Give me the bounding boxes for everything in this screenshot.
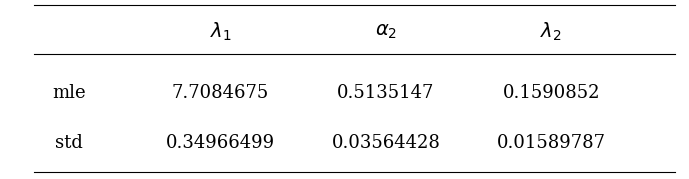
Text: $\lambda_1$: $\lambda_1$	[209, 21, 232, 43]
Text: 0.5135147: 0.5135147	[337, 84, 435, 102]
Text: std: std	[55, 134, 83, 152]
Text: 0.1590852: 0.1590852	[502, 84, 600, 102]
Text: 0.01589787: 0.01589787	[497, 134, 606, 152]
Text: $\lambda_2$: $\lambda_2$	[540, 21, 562, 43]
Text: $\alpha_2$: $\alpha_2$	[375, 23, 397, 41]
Text: mle: mle	[52, 84, 85, 102]
Text: 0.34966499: 0.34966499	[166, 134, 275, 152]
Text: 7.7084675: 7.7084675	[172, 84, 269, 102]
Text: 0.03564428: 0.03564428	[331, 134, 440, 152]
